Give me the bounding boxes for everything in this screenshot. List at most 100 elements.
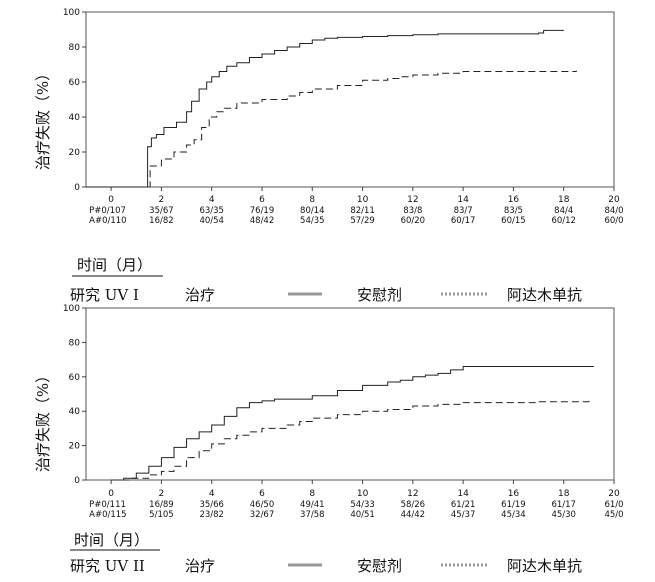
x-tick-label: 16: [508, 195, 520, 205]
risk-table-placebo-cell: P#0/111: [89, 500, 126, 510]
x-tick-label: 16: [508, 489, 520, 499]
risk-table-adalimumab-cell: 5/105: [149, 510, 174, 520]
risk-table-placebo-cell: 35/67: [149, 206, 174, 216]
top-x-axis-label: 时间（月）: [77, 256, 152, 274]
bottom-y-axis-label: 治疗失败（%）: [34, 368, 52, 472]
bottom-chart: 0 20 40 60 80 100 0 2 4 6 8 10 12 14 16 18 20 P#0/111A#…: [34, 304, 624, 551]
bottom-x-ticks: 0 2 4 6 8 10 12 14 16 18 20: [108, 480, 620, 499]
risk-table-placebo-cell: 84/0: [604, 206, 623, 216]
x-tick-label: 6: [259, 195, 265, 205]
top-y-ticks: 0 20 40 60 80 100: [63, 8, 86, 193]
x-tick-label: 8: [309, 195, 315, 205]
risk-table-placebo-cell: 83/7: [454, 206, 473, 216]
top-legend-placebo: 安慰剂: [357, 286, 402, 304]
risk-table-adalimumab-cell: 45/30: [551, 510, 576, 520]
x-tick-label: 14: [457, 195, 469, 205]
y-tick-label: 20: [69, 442, 81, 452]
x-tick-label: 4: [209, 489, 215, 499]
x-tick-label: 20: [608, 489, 620, 499]
risk-table-adalimumab-cell: 48/42: [250, 216, 275, 226]
risk-table-adalimumab-cell: 57/29: [350, 216, 375, 226]
x-tick-label: 18: [558, 195, 570, 205]
x-tick-label: 4: [209, 195, 215, 205]
risk-table-adalimumab-cell: 44/42: [401, 510, 426, 520]
y-tick-label: 100: [63, 304, 80, 314]
risk-table-placebo-cell: 80/14: [300, 206, 325, 216]
risk-table-adalimumab-cell: A#0/110: [89, 216, 126, 226]
risk-table-adalimumab-cell: 16/82: [149, 216, 174, 226]
placebo-curve: [111, 365, 594, 481]
adalimumab-curve: [148, 70, 577, 188]
x-tick-label: 10: [357, 195, 369, 205]
risk-table-placebo-cell: 46/50: [250, 500, 275, 510]
y-tick-label: 80: [69, 338, 81, 348]
risk-table-placebo-cell: 82/11: [350, 206, 375, 216]
top-x-ticks: 0 2 4 6 8 10 12 14 16 18 20: [108, 187, 620, 205]
x-tick-label: 0: [108, 195, 114, 205]
x-tick-label: 2: [159, 489, 165, 499]
y-tick-label: 100: [63, 8, 80, 18]
bottom-y-ticks: 0 20 40 60 80 100: [63, 304, 86, 486]
y-tick-label: 60: [69, 78, 81, 88]
x-tick-label: 12: [407, 489, 418, 499]
risk-table-placebo-cell: 54/33: [350, 500, 375, 510]
top-y-axis-label: 治疗失败（%）: [34, 66, 52, 170]
risk-table-adalimumab-cell: 60/20: [401, 216, 426, 226]
x-tick-label: 6: [259, 489, 265, 499]
adalimumab-curve: [111, 400, 590, 481]
risk-table-placebo-cell: 58/26: [401, 500, 426, 510]
placebo-curve: [86, 29, 564, 188]
y-tick-label: 60: [69, 373, 81, 383]
y-tick-label: 40: [69, 407, 81, 417]
y-tick-label: 0: [74, 183, 80, 193]
y-tick-label: 0: [74, 476, 80, 486]
risk-table-adalimumab-cell: A#0/115: [89, 510, 126, 520]
x-tick-label: 20: [608, 195, 620, 205]
risk-table-adalimumab-cell: 60/17: [451, 216, 476, 226]
x-tick-label: 2: [159, 195, 165, 205]
risk-table-adalimumab-cell: 45/34: [501, 510, 526, 520]
risk-table-placebo-cell: 49/41: [300, 500, 325, 510]
x-tick-label: 10: [357, 489, 369, 499]
risk-table-adalimumab-cell: 60/15: [501, 216, 526, 226]
bottom-legend-study: 研究 UV II: [70, 557, 145, 575]
risk-table-placebo-cell: 61/0: [604, 500, 623, 510]
bottom-risk-table: P#0/111A#0/11516/895/10535/6623/8246/503…: [89, 500, 623, 520]
bottom-legend-adalimumab: 阿达木单抗: [507, 557, 582, 575]
bottom-x-axis-label: 时间（月）: [74, 531, 149, 549]
risk-table-placebo-cell: 76/19: [250, 206, 275, 216]
risk-table-adalimumab-cell: 45/0: [604, 510, 623, 520]
x-tick-label: 0: [108, 489, 114, 499]
top-chart: 0 20 40 60 80 100 0 2 4 6 8 10 12 14 16 18 20 P#0/107A#…: [34, 8, 624, 277]
risk-table-adalimumab-cell: 32/67: [250, 510, 275, 520]
x-tick-label: 8: [309, 489, 315, 499]
risk-table-placebo-cell: 61/19: [501, 500, 526, 510]
y-tick-label: 20: [69, 148, 81, 158]
risk-table-adalimumab-cell: 37/58: [300, 510, 325, 520]
risk-table-adalimumab-cell: 40/54: [199, 216, 224, 226]
risk-table-placebo-cell: P#0/107: [89, 206, 126, 216]
risk-table-placebo-cell: 61/21: [451, 500, 476, 510]
risk-table-placebo-cell: 83/5: [504, 206, 523, 216]
y-tick-label: 80: [69, 43, 81, 53]
risk-table-placebo-cell: 83/8: [403, 206, 422, 216]
risk-table-adalimumab-cell: 60/0: [604, 216, 623, 226]
risk-table-adalimumab-cell: 23/82: [199, 510, 224, 520]
bottom-legend-treatment: 治疗: [185, 557, 215, 575]
x-tick-label: 12: [407, 195, 418, 205]
bottom-legend: 研究 UV II 治疗 安慰剂 阿达木单抗: [70, 557, 582, 575]
bottom-legend-placebo: 安慰剂: [357, 557, 402, 575]
risk-table-placebo-cell: 35/66: [199, 500, 224, 510]
risk-table-adalimumab-cell: 45/37: [451, 510, 476, 520]
risk-table-placebo-cell: 61/17: [551, 500, 576, 510]
risk-table-adalimumab-cell: 40/51: [350, 510, 375, 520]
risk-table-placebo-cell: 84/4: [554, 206, 573, 216]
top-plot-frame: [85, 11, 615, 188]
top-legend: 研究 UV I 治疗 安慰剂 阿达木单抗: [70, 286, 582, 304]
x-tick-label: 14: [457, 489, 469, 499]
risk-table-placebo-cell: 63/35: [199, 206, 224, 216]
top-series: [86, 29, 577, 188]
top-legend-adalimumab: 阿达木单抗: [507, 286, 582, 304]
bottom-plot-frame: [85, 307, 615, 481]
